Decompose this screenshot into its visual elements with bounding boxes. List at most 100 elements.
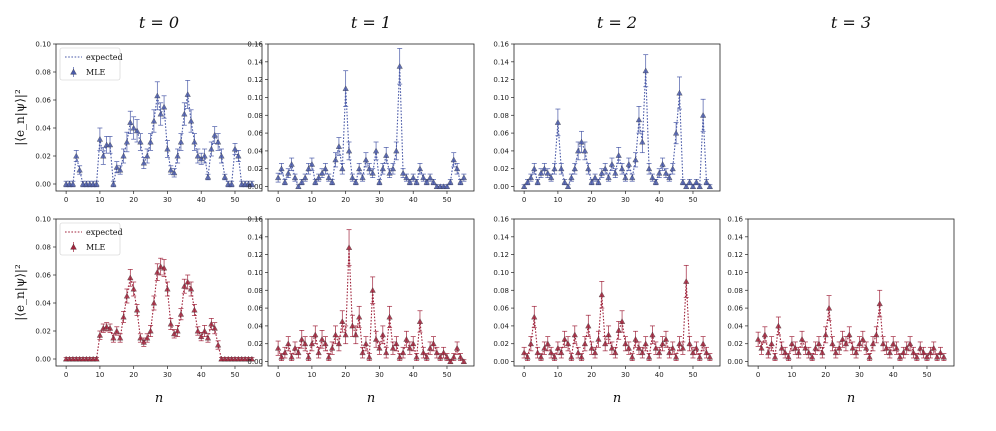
y-tick-label: 0.14	[727, 233, 743, 241]
mle-point	[544, 340, 551, 347]
mle-point	[457, 353, 464, 360]
mle-point	[389, 165, 397, 172]
x-tick-label: 0	[276, 196, 280, 204]
mle-point	[285, 340, 292, 347]
y-tick-label: 0.06	[247, 305, 263, 313]
mle-point	[117, 334, 124, 341]
y-tick-label: 0.06	[35, 272, 51, 280]
mle-point	[612, 170, 619, 176]
mle-point	[157, 110, 164, 117]
mle-point	[588, 178, 595, 185]
mle-point	[836, 345, 843, 351]
mle-point	[447, 358, 454, 364]
mle-point	[443, 353, 451, 360]
mle-point	[137, 138, 144, 145]
mle-point	[288, 161, 295, 167]
mle-point	[167, 166, 174, 173]
mle-point	[123, 138, 130, 145]
mle-point	[302, 174, 309, 181]
mle-point	[373, 147, 380, 154]
x-tick-label: 20	[341, 371, 350, 379]
x-tick-label: 30	[375, 371, 384, 379]
mle-point	[913, 353, 920, 360]
mle-point	[608, 161, 615, 167]
y-tick-label: 0.08	[35, 244, 51, 252]
x-tick-label: 30	[855, 371, 864, 379]
y-tick-label: 0.04	[493, 147, 509, 155]
mle-point	[595, 336, 602, 342]
mle-point	[315, 349, 322, 356]
mle-point	[689, 183, 697, 189]
mle-point	[325, 174, 332, 181]
mle-point	[161, 103, 168, 110]
expected-line	[757, 303, 945, 359]
mle-point	[635, 345, 643, 351]
axes-frame	[513, 43, 721, 192]
mle-point	[642, 67, 649, 74]
mle-point	[208, 320, 215, 327]
mle-point	[612, 349, 619, 356]
expected-line	[66, 265, 252, 360]
mle-point	[410, 340, 417, 347]
mle-point	[788, 340, 795, 347]
mle-point	[598, 170, 605, 176]
column-title-2: t = 2	[597, 13, 637, 32]
mle-point	[443, 183, 451, 189]
mle-point	[903, 345, 910, 351]
x-tick-label: 20	[587, 196, 596, 204]
mle-point	[846, 331, 853, 338]
mle-point	[554, 345, 561, 351]
x-tick-label: 40	[655, 371, 664, 379]
mle-point	[406, 345, 413, 351]
mle-point	[588, 345, 595, 351]
x-tick-label: 0	[276, 371, 280, 379]
mle-point	[659, 161, 666, 167]
mle-point	[666, 174, 673, 181]
legend-mle-marker	[70, 243, 77, 250]
x-tick-label: 10	[553, 371, 562, 379]
mle-point	[427, 345, 434, 351]
panel-r0-c1: 0 10 20 30 40 50 0.00 0.02 0.04 0.06 0.08 0.10 0.12 0…	[247, 41, 475, 204]
y-tick-label: 0.10	[247, 269, 263, 277]
mle-point	[177, 138, 185, 145]
mle-point	[69, 180, 76, 187]
mle-point	[413, 178, 420, 185]
mle-point	[930, 345, 937, 351]
mle-point	[775, 322, 782, 329]
mle-point	[191, 138, 198, 145]
mle-point	[856, 340, 863, 347]
axes-frame	[513, 218, 721, 367]
mle-point	[325, 353, 332, 360]
mle-point	[393, 147, 400, 154]
mle-point	[362, 156, 369, 163]
mle-point	[822, 331, 829, 338]
mle-point	[379, 331, 386, 338]
mle-point	[157, 263, 164, 269]
mle-point	[312, 178, 319, 185]
mle-point	[345, 244, 353, 250]
mle-point	[332, 331, 339, 338]
y-tick-label: 0.00	[493, 183, 509, 191]
legend-mle-label: MLE	[86, 243, 106, 252]
mle-point	[642, 340, 649, 347]
mle-point	[174, 327, 181, 334]
x-tick-label: 10	[95, 196, 104, 204]
mle-point	[127, 274, 134, 281]
y-tick-label: 0.08	[493, 112, 509, 120]
x-tick-label: 30	[163, 371, 172, 379]
y-tick-label: 0.16	[727, 216, 743, 224]
mle-point	[194, 152, 201, 159]
y-tick-label: 0.06	[727, 305, 743, 313]
mle-point	[809, 353, 816, 360]
column-title-1: t = 1	[351, 13, 391, 32]
y-tick-label: 0.02	[35, 328, 51, 336]
mle-point	[900, 349, 907, 356]
mle-point	[554, 119, 561, 125]
mle-point	[133, 127, 141, 134]
y-tick-label: 0.10	[35, 41, 51, 49]
y-tick-label: 0.10	[35, 216, 51, 224]
mle-point	[755, 336, 762, 342]
mle-point	[662, 336, 670, 342]
mle-point	[406, 178, 413, 185]
mle-point	[396, 63, 403, 69]
